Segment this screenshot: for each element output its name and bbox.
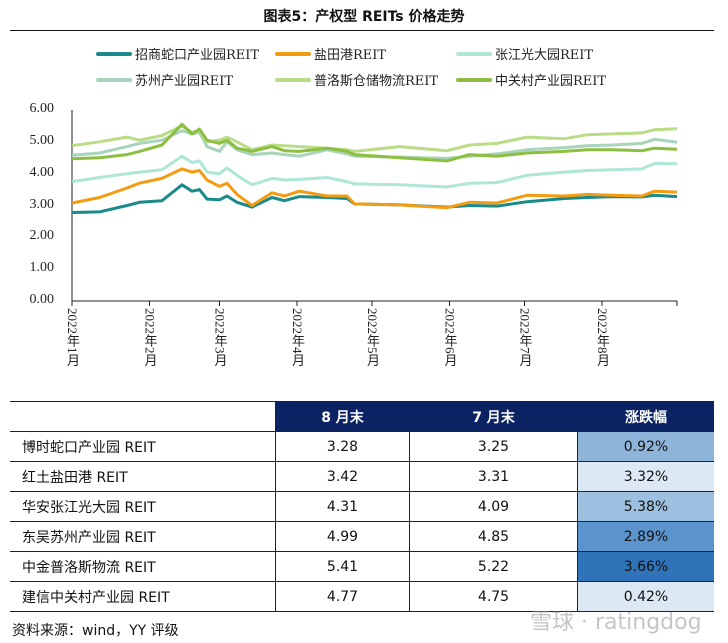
legend-label: 张江光大园REIT [495, 48, 594, 63]
legend-item: 招商蛇口产业园REIT [96, 44, 259, 63]
chart-title: 图表5：产权型 REITs 价格走势 [263, 9, 465, 25]
reit-name: 中金普洛斯物流 REIT [10, 551, 276, 582]
series-line [71, 167, 678, 210]
header-jul: 7 月末 [409, 401, 578, 432]
watermark: 雪球 · ratingdog [530, 610, 702, 635]
legend-swatch [275, 51, 311, 56]
aug-price: 4.31 [275, 491, 410, 522]
x-tick-label: 2022年1月 [65, 308, 80, 367]
legend-swatch [96, 77, 132, 82]
y-tick-label: 4.00 [29, 164, 55, 180]
y-tick-label: 1.00 [29, 260, 55, 276]
y-tick-label: 5.00 [29, 132, 55, 148]
reit-name: 东吴苏州产业园 REIT [10, 521, 276, 552]
legend-item: 普洛斯仓储物流REIT [275, 70, 438, 89]
aug-price: 3.28 [275, 431, 410, 462]
legend-swatch [96, 51, 132, 56]
header-aug: 8 月末 [275, 401, 410, 432]
series-line [71, 183, 678, 214]
x-tick-label: 2022年5月 [365, 308, 380, 367]
legend-item: 盐田港REIT [275, 44, 386, 63]
x-tick-label: 2022年6月 [442, 308, 458, 367]
y-tick-label: 2.00 [29, 228, 55, 244]
y-tick-label: 0.00 [29, 292, 55, 307]
legend-item: 张江光大园REIT [456, 44, 593, 63]
legend-item: 中关村产业园REIT [456, 70, 606, 89]
legend-label: 苏州产业园REIT [135, 74, 234, 89]
aug-price: 4.77 [275, 581, 410, 612]
table-header-row: 8 月末 7 月末 涨跌幅 [10, 401, 714, 432]
table-row: 建信中关村产业园 REIT 4.77 4.75 0.42% [10, 581, 714, 612]
x-tick-label: 2022年4月 [290, 308, 305, 367]
x-tick-label: 2022年3月 [212, 308, 228, 367]
aug-price: 5.41 [275, 551, 410, 582]
series-line [71, 122, 678, 163]
change-cell: 5.38% [577, 491, 714, 522]
header-change: 涨跌幅 [577, 401, 714, 432]
table-row: 华安张江光大园 REIT 4.31 4.09 5.38% [10, 491, 714, 522]
title-divider [10, 30, 714, 31]
jul-price: 5.22 [409, 551, 578, 582]
jul-price: 4.09 [409, 491, 578, 522]
change-cell: 0.42% [577, 581, 714, 612]
reit-name: 红土盐田港 REIT [10, 461, 276, 492]
legend-item: 苏州产业园REIT [96, 70, 233, 89]
jul-price: 3.25 [409, 431, 578, 462]
header-blank [10, 401, 276, 432]
legend-label: 普洛斯仓储物流REIT [314, 74, 439, 89]
table-row: 东吴苏州产业园 REIT 4.99 4.85 2.89% [10, 521, 714, 552]
series-line [71, 154, 678, 189]
jul-price: 4.75 [409, 581, 578, 612]
aug-price: 3.42 [275, 461, 410, 492]
x-tick-label: 2022年8月 [595, 308, 610, 367]
aug-price: 4.99 [275, 521, 410, 552]
y-tick-label: 6.00 [29, 101, 55, 116]
legend-label: 中关村产业园REIT [495, 74, 607, 89]
source-note: 资料来源：wind，YY 评级 [12, 623, 179, 639]
change-cell: 2.89% [577, 521, 714, 552]
legend-label: 招商蛇口产业园REIT [135, 48, 260, 63]
change-cell: 3.32% [577, 461, 714, 492]
price-table: 8 月末 7 月末 涨跌幅 博时蛇口产业园 REIT 3.28 3.25 0.92% 红… [10, 401, 714, 612]
legend-label: 盐田港REIT [314, 48, 387, 63]
x-tick-label: 2022年7月 [517, 308, 533, 367]
table-row: 红土盐田港 REIT 3.42 3.31 3.32% [10, 461, 714, 492]
change-cell: 0.92% [577, 431, 714, 462]
legend-swatch [456, 51, 492, 56]
x-tick-label: 2022年2月 [142, 308, 158, 367]
jul-price: 4.85 [409, 521, 578, 552]
reit-name: 建信中关村产业园 REIT [10, 581, 276, 612]
table-row: 中金普洛斯物流 REIT 5.41 5.22 3.66% [10, 551, 714, 582]
line-chart [71, 110, 678, 306]
legend-swatch [456, 77, 492, 82]
change-cell: 3.66% [577, 551, 714, 582]
reit-name: 华安张江光大园 REIT [10, 491, 276, 522]
reit-name: 博时蛇口产业园 REIT [10, 431, 276, 462]
y-tick-label: 3.00 [29, 196, 55, 212]
legend-swatch [275, 77, 311, 82]
series-line [71, 129, 678, 160]
table-row: 博时蛇口产业园 REIT 3.28 3.25 0.92% [10, 431, 714, 462]
jul-price: 3.31 [409, 461, 578, 492]
